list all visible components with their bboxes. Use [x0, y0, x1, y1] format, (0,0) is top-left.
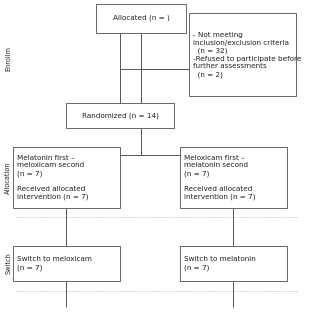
Text: Switch to meloxicam
(n = 7): Switch to meloxicam (n = 7): [17, 256, 92, 271]
Text: Switch to melatonin
(n = 7): Switch to melatonin (n = 7): [184, 256, 256, 271]
FancyBboxPatch shape: [180, 246, 287, 281]
Text: Switch: Switch: [5, 253, 11, 275]
FancyBboxPatch shape: [188, 13, 296, 96]
Text: Randomized (n = 14): Randomized (n = 14): [82, 112, 158, 119]
FancyBboxPatch shape: [12, 246, 120, 281]
Text: - Not meeting
inclusion/exclusion criteria
  (n = 32)
-Refused to participate be: - Not meeting inclusion/exclusion criter…: [193, 32, 301, 78]
Text: Allocation: Allocation: [5, 161, 11, 194]
Text: Enrollm: Enrollm: [5, 45, 11, 70]
FancyBboxPatch shape: [66, 103, 174, 128]
Text: Meloxicam first –
melatonin second
(n = 7)

Received allocated
intervention (n =: Meloxicam first – melatonin second (n = …: [184, 155, 256, 200]
FancyBboxPatch shape: [96, 4, 186, 33]
Text: Allocated (n = ): Allocated (n = ): [113, 15, 169, 21]
FancyBboxPatch shape: [180, 147, 287, 208]
Text: Melatonin first –
meloxicam second
(n = 7)

Received allocated
intervention (n =: Melatonin first – meloxicam second (n = …: [17, 155, 89, 200]
FancyBboxPatch shape: [12, 147, 120, 208]
